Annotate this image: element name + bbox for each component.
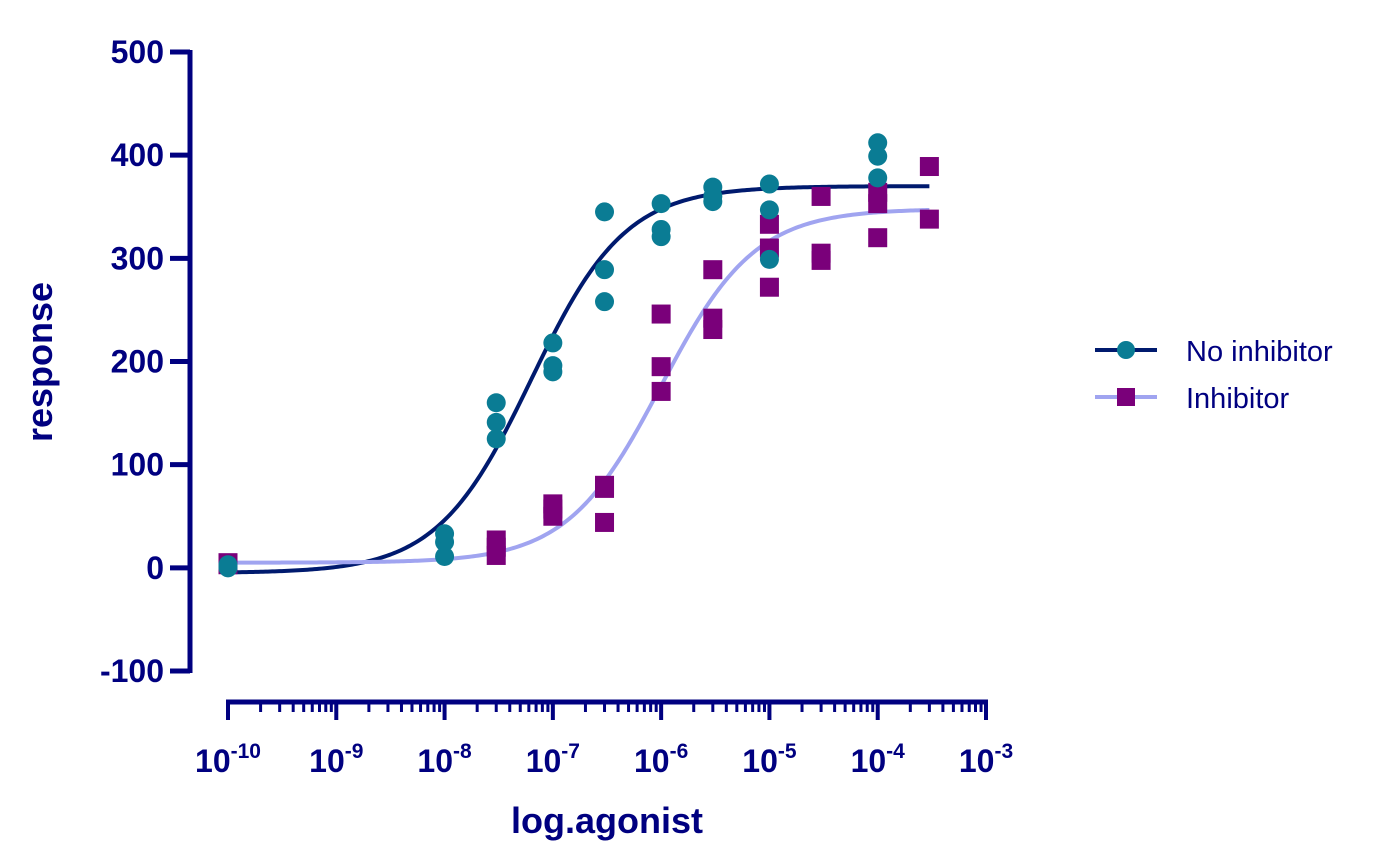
- x-tick-base: 10: [526, 743, 562, 779]
- x-tick-base: 10: [309, 743, 345, 779]
- x-tick-label: 10-4: [851, 740, 906, 779]
- legend-item-inhibitor: Inhibitor: [1095, 383, 1290, 415]
- y-axis: -100 0 100 200 300 400 500: [100, 34, 193, 689]
- y-axis-title: response: [19, 282, 60, 442]
- point-inhibitor: [868, 182, 888, 202]
- x-tick-exponent: -7: [561, 740, 580, 763]
- point-no-inhibitor: [543, 356, 563, 376]
- x-tick-exponent: -10: [231, 740, 261, 763]
- x-tick-label: 10-3: [959, 740, 1013, 779]
- point-no-inhibitor: [759, 174, 779, 194]
- legend-marker-square: [1117, 388, 1135, 406]
- point-no-inhibitor: [595, 292, 615, 312]
- y-tick-label: 500: [111, 34, 164, 70]
- y-tick-label: -100: [100, 653, 164, 689]
- x-tick-base: 10: [959, 743, 995, 779]
- x-tick-base: 10: [417, 743, 453, 779]
- point-no-inhibitor: [218, 555, 238, 575]
- point-inhibitor: [595, 512, 615, 532]
- x-tick-base: 10: [195, 743, 231, 779]
- point-inhibitor: [651, 304, 671, 324]
- point-no-inhibitor: [651, 219, 671, 239]
- x-tick-base: 10: [851, 743, 887, 779]
- legend-item-no-inhibitor: No inhibitor: [1095, 336, 1333, 368]
- x-tick-label: 10-6: [634, 740, 688, 779]
- point-no-inhibitor: [486, 429, 506, 449]
- point-no-inhibitor: [868, 133, 888, 153]
- point-no-inhibitor: [486, 393, 506, 413]
- x-tick-exponent: -3: [994, 740, 1013, 763]
- legend-label-inhibitor: Inhibitor: [1186, 383, 1290, 415]
- point-no-inhibitor: [595, 202, 615, 222]
- point-inhibitor: [651, 381, 671, 401]
- point-inhibitor: [919, 157, 939, 177]
- point-inhibitor: [651, 357, 671, 377]
- x-tick-label: 10-8: [417, 740, 472, 779]
- point-no-inhibitor: [703, 177, 723, 197]
- x-tick-base: 10: [742, 743, 778, 779]
- point-no-inhibitor: [651, 194, 671, 214]
- y-tick-label: 0: [146, 550, 164, 586]
- point-no-inhibitor: [486, 412, 506, 432]
- point-no-inhibitor: [595, 260, 615, 280]
- point-inhibitor: [543, 494, 563, 514]
- point-inhibitor: [703, 308, 723, 328]
- x-axis: 10-10 10-9 10-8 10-7 10-6 10-5 10-4 10-3: [195, 699, 1013, 779]
- y-tick-label: 400: [111, 137, 164, 173]
- x-tick-exponent: -4: [886, 740, 905, 763]
- point-inhibitor: [868, 228, 888, 248]
- point-inhibitor: [759, 277, 779, 297]
- point-inhibitor: [595, 475, 615, 495]
- point-no-inhibitor: [868, 146, 888, 166]
- point-no-inhibitor: [759, 249, 779, 269]
- point-no-inhibitor: [435, 524, 455, 544]
- x-tick-label: 10-5: [742, 740, 797, 779]
- data-points: [218, 133, 939, 578]
- x-tick-exponent: -8: [453, 740, 472, 763]
- x-tick-exponent: -9: [345, 740, 364, 763]
- point-inhibitor: [811, 186, 831, 206]
- legend-label-no-inhibitor: No inhibitor: [1186, 336, 1333, 368]
- point-inhibitor: [703, 260, 723, 280]
- point-inhibitor: [919, 209, 939, 229]
- x-tick-label: 10-10: [195, 740, 261, 779]
- y-tick-label: 100: [111, 447, 164, 483]
- x-tick-base: 10: [634, 743, 670, 779]
- point-inhibitor: [811, 243, 831, 263]
- y-tick-label: 300: [111, 240, 164, 276]
- legend-marker-circle: [1117, 341, 1135, 359]
- fit-curve-inhibitor: [228, 207, 930, 565]
- x-tick-exponent: -5: [778, 740, 797, 763]
- y-tick-label: 200: [111, 344, 164, 380]
- point-no-inhibitor: [759, 200, 779, 220]
- legend: No inhibitor Inhibitor: [1095, 336, 1333, 415]
- point-inhibitor: [759, 214, 779, 234]
- point-no-inhibitor: [435, 546, 455, 566]
- x-axis-title: log.agonist: [511, 800, 703, 841]
- x-tick-label: 10-7: [526, 740, 580, 779]
- x-tick-label: 10-9: [309, 740, 363, 779]
- point-no-inhibitor: [868, 168, 888, 188]
- x-tick-exponent: -6: [670, 740, 689, 763]
- point-no-inhibitor: [543, 333, 563, 353]
- point-inhibitor: [486, 530, 506, 550]
